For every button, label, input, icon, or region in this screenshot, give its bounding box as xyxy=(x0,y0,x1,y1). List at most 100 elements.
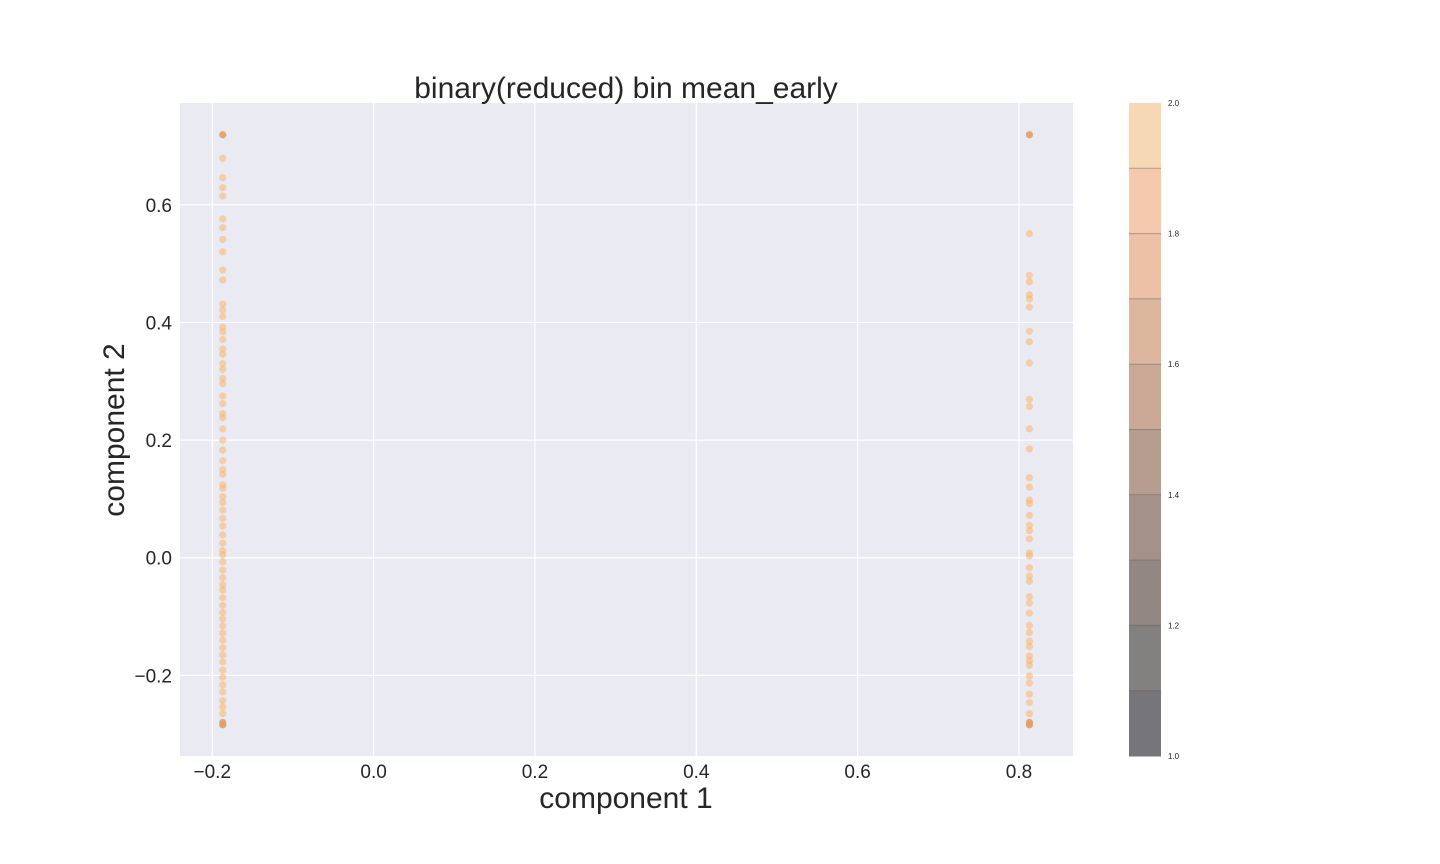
x-axis-ticks: −0.2 0.0 0.2 0.4 0.6 0.8 xyxy=(194,762,1033,783)
scatter-point xyxy=(219,594,227,602)
scatter-point xyxy=(1025,527,1034,535)
scatter-point xyxy=(219,651,227,659)
scatter-point xyxy=(1025,672,1034,680)
scatter-point xyxy=(219,644,227,652)
scatter-point xyxy=(219,215,227,223)
scatter-point xyxy=(1025,271,1034,279)
x-tick-label: 0.2 xyxy=(522,762,548,783)
colorbar-segment xyxy=(1129,690,1161,757)
colorbar-segment xyxy=(1129,298,1161,365)
scatter-point xyxy=(1025,425,1034,433)
scatter-point xyxy=(1025,637,1034,645)
scatter-point xyxy=(1025,609,1034,617)
scatter-point xyxy=(219,457,227,465)
x-tick-label: −0.2 xyxy=(194,762,232,783)
scatter-point xyxy=(1025,592,1034,601)
scatter-point xyxy=(219,360,227,368)
scatter-point xyxy=(219,492,227,501)
scatter-point xyxy=(1025,521,1034,529)
scatter-point xyxy=(219,658,227,666)
x-tick-label: 0.8 xyxy=(1006,762,1032,783)
scatter-point xyxy=(219,425,227,433)
scatter-point xyxy=(219,365,227,374)
scatter-point xyxy=(1025,474,1034,482)
scatter-point xyxy=(219,539,227,547)
scatter-point xyxy=(1025,131,1034,139)
scatter-point xyxy=(219,470,227,478)
scatter-point xyxy=(219,400,227,408)
scatter-point xyxy=(219,721,227,729)
scatter-point xyxy=(219,608,227,617)
scatter-point xyxy=(1025,359,1034,367)
scatter-point xyxy=(219,484,227,492)
scatter-point xyxy=(219,335,227,344)
scatter-point xyxy=(219,392,227,400)
colorbar xyxy=(1129,103,1161,757)
colorbar-tick-label: 1.6 xyxy=(1168,360,1180,369)
scatter-point xyxy=(1025,698,1034,707)
scatter-point xyxy=(219,131,227,139)
scatter-point xyxy=(219,374,227,382)
scatter-point xyxy=(219,266,227,274)
colorbar-tick-label: 1.4 xyxy=(1168,491,1180,500)
scatter-point xyxy=(219,498,227,507)
scatter-point xyxy=(1025,278,1034,286)
scatter-point xyxy=(219,506,227,514)
scatter-point xyxy=(1025,642,1034,651)
scatter-point xyxy=(219,710,227,718)
scatter-point xyxy=(219,636,227,644)
scatter-point xyxy=(219,154,227,162)
colorbar-segment xyxy=(1129,103,1161,169)
scatter-points xyxy=(219,131,1034,729)
colorbar-tick-label: 2.0 xyxy=(1168,99,1180,108)
scatter-point xyxy=(1025,661,1034,670)
scatter-point xyxy=(219,558,227,566)
scatter-point xyxy=(219,522,227,530)
scatter-point xyxy=(219,192,227,200)
scatter-point xyxy=(219,224,227,232)
scatter-point xyxy=(1025,572,1034,580)
scatter-point xyxy=(219,629,227,637)
colorbar-segment xyxy=(1129,494,1161,561)
scatter-point xyxy=(1025,564,1034,572)
y-tick-label: 0.4 xyxy=(146,313,173,334)
scatter-point xyxy=(219,703,227,711)
scatter-point xyxy=(1025,577,1034,585)
scatter-point xyxy=(219,574,227,582)
scatter-point xyxy=(219,184,227,192)
scatter-point xyxy=(1025,679,1034,687)
scatter-point xyxy=(219,306,227,314)
x-tick-label: 0.4 xyxy=(683,762,710,783)
scatter-point xyxy=(219,248,227,256)
scatter-point xyxy=(219,300,227,308)
scatter-point xyxy=(219,615,227,623)
colorbar-segment xyxy=(1129,168,1161,235)
scatter-point xyxy=(219,531,227,539)
scatter-point xyxy=(1025,599,1034,607)
scatter-point xyxy=(1025,395,1034,404)
scatter-point xyxy=(219,174,227,182)
scatter-point xyxy=(219,622,227,630)
scatter-point xyxy=(219,566,227,574)
scatter-point xyxy=(219,446,227,454)
scatter-point xyxy=(219,414,227,422)
colorbar-tick-label: 1.0 xyxy=(1168,752,1180,761)
scatter-point xyxy=(1025,710,1034,718)
scatter-point xyxy=(219,380,227,388)
y-tick-label: 0.2 xyxy=(146,431,172,452)
y-axis-ticks: −0.2 0.0 0.2 0.4 0.6 xyxy=(134,196,172,688)
y-axis-label: component 2 xyxy=(98,343,131,516)
scatter-point xyxy=(1025,230,1034,238)
colorbar-segment xyxy=(1129,625,1161,692)
x-tick-label: 0.0 xyxy=(360,762,386,783)
scatter-point xyxy=(1025,483,1034,491)
grid-lines xyxy=(180,103,1073,756)
scatter-point xyxy=(1025,402,1034,411)
y-tick-label: 0.0 xyxy=(146,549,172,570)
colorbar-ticks: 1.0 1.2 1.4 1.6 1.8 2.0 xyxy=(1168,99,1180,761)
scatter-point xyxy=(1025,338,1034,346)
x-tick-label: 0.6 xyxy=(844,762,870,783)
scatter-point xyxy=(1025,628,1034,637)
scatter-point xyxy=(219,688,227,696)
